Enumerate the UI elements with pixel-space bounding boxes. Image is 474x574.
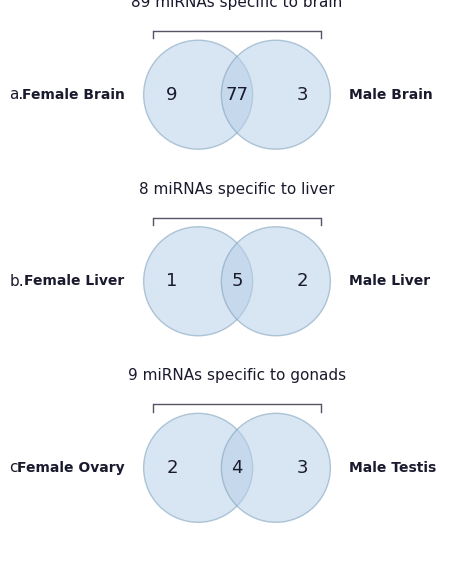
Text: Male Brain: Male Brain bbox=[349, 88, 433, 102]
Ellipse shape bbox=[221, 40, 330, 149]
Text: b.: b. bbox=[9, 274, 24, 289]
Ellipse shape bbox=[221, 227, 330, 336]
Text: Female Liver: Female Liver bbox=[25, 274, 125, 288]
Text: 2: 2 bbox=[296, 272, 308, 290]
Ellipse shape bbox=[144, 413, 253, 522]
Text: 9: 9 bbox=[166, 86, 178, 104]
Text: 77: 77 bbox=[226, 86, 248, 104]
Ellipse shape bbox=[144, 40, 253, 149]
Ellipse shape bbox=[221, 413, 330, 522]
Text: 2: 2 bbox=[166, 459, 178, 477]
Text: c.: c. bbox=[9, 460, 23, 475]
Text: 4: 4 bbox=[231, 459, 243, 477]
Text: 89 miRNAs specific to brain: 89 miRNAs specific to brain bbox=[131, 0, 343, 10]
Text: 1: 1 bbox=[166, 272, 178, 290]
Text: Female Brain: Female Brain bbox=[22, 88, 125, 102]
Text: 3: 3 bbox=[296, 459, 308, 477]
Text: 5: 5 bbox=[231, 272, 243, 290]
Text: Male Liver: Male Liver bbox=[349, 274, 430, 288]
Text: 9 miRNAs specific to gonads: 9 miRNAs specific to gonads bbox=[128, 369, 346, 383]
Ellipse shape bbox=[144, 227, 253, 336]
Text: 3: 3 bbox=[296, 86, 308, 104]
Text: Female Ovary: Female Ovary bbox=[17, 461, 125, 475]
Text: a.: a. bbox=[9, 87, 24, 102]
Text: Male Testis: Male Testis bbox=[349, 461, 437, 475]
Text: 8 miRNAs specific to liver: 8 miRNAs specific to liver bbox=[139, 182, 335, 197]
